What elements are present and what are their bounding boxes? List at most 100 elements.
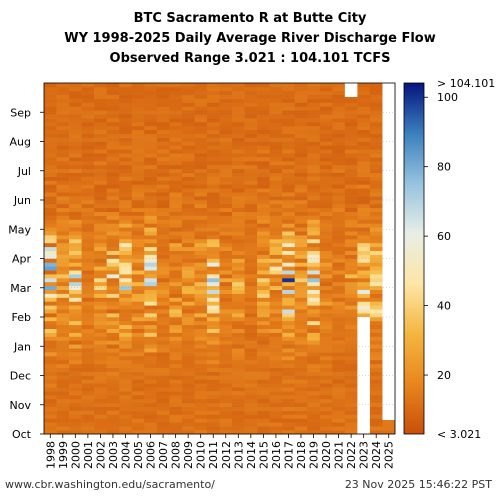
heatmap-cell	[81, 94, 95, 99]
heatmap-cell	[119, 383, 133, 388]
heatmap-cell	[319, 246, 333, 251]
heatmap-cell	[307, 90, 321, 95]
heatmap-cell	[169, 145, 183, 150]
heatmap-cell	[106, 340, 120, 345]
heatmap-cell	[156, 110, 170, 115]
heatmap-cell	[56, 395, 70, 400]
heatmap-cell	[307, 324, 321, 329]
heatmap-cell	[369, 398, 383, 404]
heatmap-cell	[244, 359, 258, 365]
heatmap-cell	[219, 301, 233, 306]
heatmap-cell	[369, 289, 383, 294]
heatmap-cell	[194, 324, 208, 329]
heatmap-cell	[206, 110, 220, 115]
heatmap-cell	[282, 137, 296, 142]
heatmap-cell	[219, 328, 233, 333]
heatmap-cell	[69, 297, 82, 302]
heatmap-cell	[119, 317, 133, 322]
heatmap-cell	[244, 332, 258, 337]
heatmap-cell	[344, 203, 358, 209]
heatmap-cell	[206, 184, 220, 189]
heatmap-cell	[44, 328, 57, 333]
heatmap-cell	[307, 301, 321, 306]
heatmap-cell	[357, 293, 371, 298]
heatmap-cell	[94, 246, 107, 251]
heatmap-cell	[131, 192, 145, 197]
heatmap-cell	[69, 410, 82, 415]
heatmap-cell	[369, 176, 383, 181]
heatmap-cell	[181, 196, 195, 201]
heatmap-cell	[169, 387, 183, 392]
heatmap-cell	[94, 145, 107, 150]
heatmap-cell	[219, 118, 233, 123]
heatmap-cell	[294, 289, 308, 294]
heatmap-cell	[169, 278, 183, 283]
heatmap-cell	[156, 285, 170, 290]
heatmap-cell	[206, 340, 220, 345]
heatmap-cell	[131, 289, 145, 294]
heatmap-cell	[344, 262, 358, 267]
heatmap-cell	[44, 114, 57, 119]
heatmap-cell	[244, 200, 258, 205]
heatmap-cell	[206, 180, 220, 185]
heatmap-cell	[369, 266, 383, 271]
heatmap-cell	[232, 192, 245, 197]
heatmap-cell	[206, 164, 220, 170]
heatmap-cell	[382, 422, 396, 427]
heatmap-cell	[94, 320, 107, 326]
heatmap-cell	[244, 246, 258, 251]
heatmap-cell	[219, 106, 233, 111]
heatmap-cell	[319, 157, 333, 162]
heatmap-cell	[94, 102, 107, 107]
heatmap-cell	[307, 231, 321, 236]
heatmap-cell	[269, 324, 283, 329]
heatmap-cell	[232, 246, 245, 251]
heatmap-cell	[156, 313, 170, 318]
heatmap-cell	[119, 90, 133, 95]
heatmap-cell	[181, 391, 195, 396]
heatmap-cell	[206, 86, 220, 92]
heatmap-cell	[119, 176, 133, 181]
heatmap-cell	[181, 426, 195, 431]
heatmap-cell	[232, 281, 245, 287]
heatmap-cell	[144, 192, 158, 197]
heatmap-cell	[319, 305, 333, 310]
heatmap-cell	[219, 371, 233, 376]
heatmap-cell	[106, 102, 120, 107]
heatmap-cell	[106, 184, 120, 189]
heatmap-cell	[69, 328, 82, 333]
heatmap-cell	[269, 363, 283, 368]
heatmap-cell	[369, 118, 383, 123]
heatmap-cell	[269, 203, 283, 209]
heatmap-cell	[282, 336, 296, 341]
heatmap-cell	[144, 278, 158, 283]
heatmap-cell	[69, 371, 82, 376]
heatmap-cell	[307, 254, 321, 259]
heatmap-cell	[181, 161, 195, 166]
heatmap-cell	[307, 422, 321, 427]
heatmap-cell	[106, 215, 120, 220]
heatmap-cell	[369, 180, 383, 185]
heatmap-cell	[106, 164, 120, 170]
heatmap-cell	[131, 246, 145, 251]
heatmap-cell	[206, 176, 220, 181]
heatmap-cell	[81, 157, 95, 162]
heatmap-cell	[257, 180, 270, 185]
heatmap-cell	[332, 242, 346, 248]
heatmap-cell	[257, 200, 270, 205]
heatmap-cell	[144, 402, 158, 407]
heatmap-cell	[219, 379, 233, 384]
heatmap-cell	[244, 118, 258, 123]
heatmap-cell	[144, 196, 158, 201]
heatmap-cell	[131, 391, 145, 396]
heatmap-cell	[257, 219, 270, 224]
heatmap-cell	[307, 391, 321, 396]
heatmap-cell	[69, 122, 82, 127]
heatmap-cell	[307, 129, 321, 134]
heatmap-cell	[106, 223, 120, 228]
heatmap-cell	[219, 184, 233, 189]
heatmap-cell	[144, 391, 158, 396]
heatmap-cell	[119, 375, 133, 380]
heatmap-cell	[282, 157, 296, 162]
heatmap-cell	[181, 129, 195, 134]
